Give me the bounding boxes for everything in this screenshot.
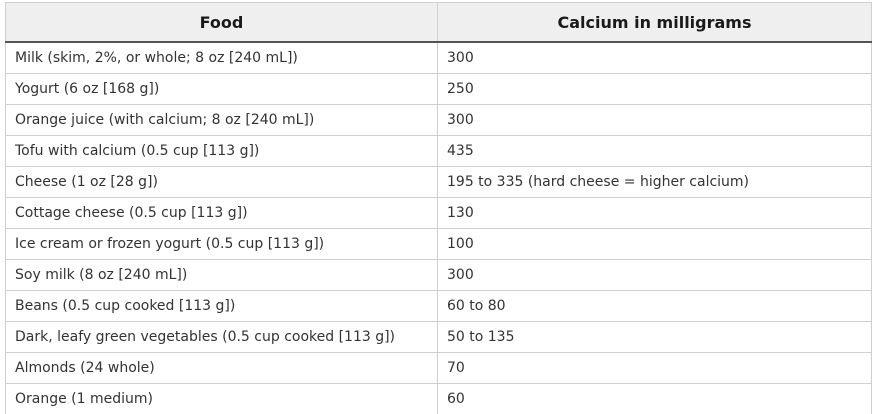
- food-cell: Beans (0.5 cup cooked [113 g]): [6, 291, 438, 322]
- calcium-cell: 100: [438, 229, 872, 260]
- calcium-cell: 300: [438, 42, 872, 74]
- table-row: Tofu with calcium (0.5 cup [113 g]) 435: [6, 136, 872, 167]
- table-row: Beans (0.5 cup cooked [113 g]) 60 to 80: [6, 291, 872, 322]
- table-row: Almonds (24 whole) 70: [6, 353, 872, 384]
- calcium-cell: 300: [438, 105, 872, 136]
- calcium-cell: 60 to 80: [438, 291, 872, 322]
- table-row: Milk (skim, 2%, or whole; 8 oz [240 mL])…: [6, 42, 872, 74]
- food-cell: Yogurt (6 oz [168 g]): [6, 74, 438, 105]
- food-cell: Soy milk (8 oz [240 mL]): [6, 260, 438, 291]
- header-food: Food: [6, 3, 438, 43]
- food-cell: Almonds (24 whole): [6, 353, 438, 384]
- food-cell: Orange (1 medium): [6, 384, 438, 414]
- table-row: Soy milk (8 oz [240 mL]) 300: [6, 260, 872, 291]
- table-row: Cheese (1 oz [28 g]) 195 to 335 (hard ch…: [6, 167, 872, 198]
- calcium-cell: 60: [438, 384, 872, 414]
- food-cell: Cottage cheese (0.5 cup [113 g]): [6, 198, 438, 229]
- table-header-row: Food Calcium in milligrams: [6, 3, 872, 43]
- calcium-cell: 300: [438, 260, 872, 291]
- calcium-cell: 50 to 135: [438, 322, 872, 353]
- calcium-cell: 70: [438, 353, 872, 384]
- calcium-cell: 130: [438, 198, 872, 229]
- calcium-cell: 195 to 335 (hard cheese = higher calcium…: [438, 167, 872, 198]
- table-row: Orange juice (with calcium; 8 oz [240 mL…: [6, 105, 872, 136]
- table-row: Yogurt (6 oz [168 g]) 250: [6, 74, 872, 105]
- food-cell: Tofu with calcium (0.5 cup [113 g]): [6, 136, 438, 167]
- calcium-cell: 250: [438, 74, 872, 105]
- header-calcium: Calcium in milligrams: [438, 3, 872, 43]
- calcium-cell: 435: [438, 136, 872, 167]
- food-cell: Cheese (1 oz [28 g]): [6, 167, 438, 198]
- calcium-table-container: Food Calcium in milligrams Milk (skim, 2…: [5, 2, 872, 414]
- table-row: Cottage cheese (0.5 cup [113 g]) 130: [6, 198, 872, 229]
- table-row: Orange (1 medium) 60: [6, 384, 872, 414]
- table-row: Dark, leafy green vegetables (0.5 cup co…: [6, 322, 872, 353]
- table-row: Ice cream or frozen yogurt (0.5 cup [113…: [6, 229, 872, 260]
- food-cell: Dark, leafy green vegetables (0.5 cup co…: [6, 322, 438, 353]
- calcium-table: Food Calcium in milligrams Milk (skim, 2…: [5, 2, 872, 414]
- food-cell: Orange juice (with calcium; 8 oz [240 mL…: [6, 105, 438, 136]
- food-cell: Milk (skim, 2%, or whole; 8 oz [240 mL]): [6, 42, 438, 74]
- food-cell: Ice cream or frozen yogurt (0.5 cup [113…: [6, 229, 438, 260]
